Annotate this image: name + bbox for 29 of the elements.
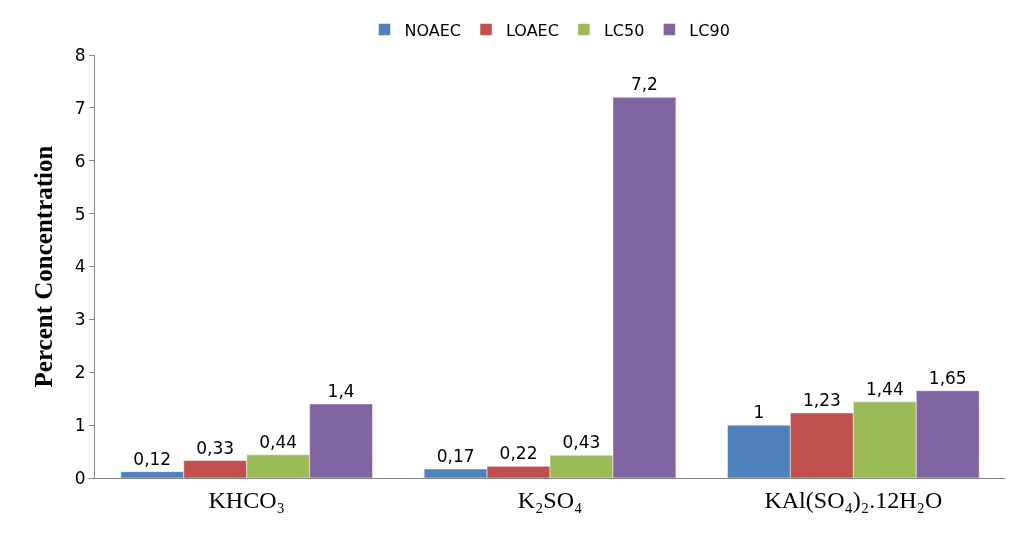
y-tick-label: 0	[74, 467, 86, 488]
y-tick-label: 7	[74, 97, 86, 118]
y-tick-label: 2	[74, 362, 86, 383]
data-label: 1,23	[802, 389, 841, 410]
legend-label: LC90	[689, 20, 730, 40]
legend-label: LC50	[603, 20, 645, 40]
y-axis-title: Percent Concentration	[29, 145, 57, 388]
x-tick-label: KHCO₃	[208, 486, 285, 513]
x-tick-label: KAl(SO₄)₂.12H₂O	[764, 486, 943, 513]
data-label: 0,43	[562, 432, 601, 453]
data-label: 7,2	[630, 74, 658, 95]
x-tick-label: K₂SO₄	[517, 486, 583, 513]
data-label: 1,4	[327, 380, 355, 401]
data-label: 0,22	[499, 443, 538, 464]
y-tick-label: 1	[74, 415, 86, 436]
y-tick-label: 8	[74, 44, 86, 65]
y-tick-label: 5	[74, 203, 86, 224]
data-label: 1,44	[865, 378, 904, 399]
data-label: 0,44	[259, 431, 298, 452]
data-label: 0,33	[196, 437, 235, 458]
data-label: 0,17	[436, 446, 475, 467]
y-tick-label: 4	[74, 256, 86, 277]
y-tick-label: 6	[74, 150, 86, 171]
y-tick-label: 3	[74, 309, 86, 330]
legend-label: LOAEC	[506, 20, 559, 40]
data-label: 1,65	[928, 367, 967, 388]
legend-label: NOAEC	[404, 20, 462, 40]
data-label: 1	[753, 402, 765, 423]
data-label: 0,12	[133, 448, 172, 469]
